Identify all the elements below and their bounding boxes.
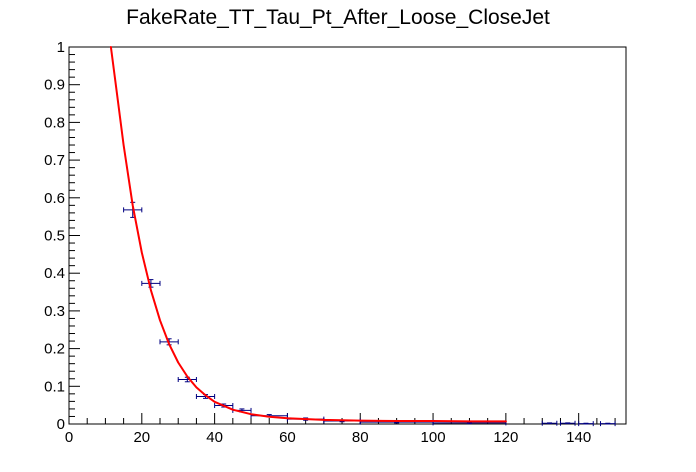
x-tick-label: 140 — [566, 429, 591, 446]
data-point — [541, 420, 558, 426]
x-tick-label: 120 — [493, 429, 518, 446]
y-tick-label: 0.3 — [44, 303, 65, 320]
x-tick-label: 0 — [65, 429, 73, 446]
y-tick-label: 0.6 — [44, 190, 65, 207]
axis-tick-labels: 0 20 40 60 80 100 120 140 0 0.1 0.2 0.3 0.4 0.5 0.6 0.7… — [44, 39, 591, 446]
x-tick-label: 20 — [133, 429, 150, 446]
x-tick-label: 80 — [352, 429, 369, 446]
y-tick-label: 0.2 — [44, 341, 65, 358]
data-points — [123, 201, 616, 427]
data-point — [578, 421, 594, 427]
axis-ticks — [68, 46, 616, 425]
y-tick-label: 0.7 — [44, 152, 65, 169]
plot-frame — [68, 46, 627, 425]
y-tick-label: 0.4 — [44, 265, 65, 282]
y-tick-label: 0.8 — [44, 114, 65, 131]
fit-curve — [109, 46, 507, 423]
y-tick-label: 0.1 — [44, 378, 65, 395]
x-tick-label: 60 — [279, 429, 296, 446]
data-point — [600, 421, 616, 427]
x-tick-label: 100 — [421, 429, 446, 446]
fit-curve-layer — [109, 46, 507, 423]
x-tick-label: 40 — [206, 429, 223, 446]
data-point — [177, 376, 197, 383]
y-tick-label: 1 — [57, 39, 65, 56]
data-point — [559, 420, 576, 426]
y-tick-label: 0.9 — [44, 77, 65, 94]
y-tick-label: 0.5 — [44, 228, 65, 245]
chart-title: FakeRate_TT_Tau_Pt_After_Loose_CloseJet — [126, 6, 550, 29]
y-tick-label: 0 — [57, 416, 65, 433]
